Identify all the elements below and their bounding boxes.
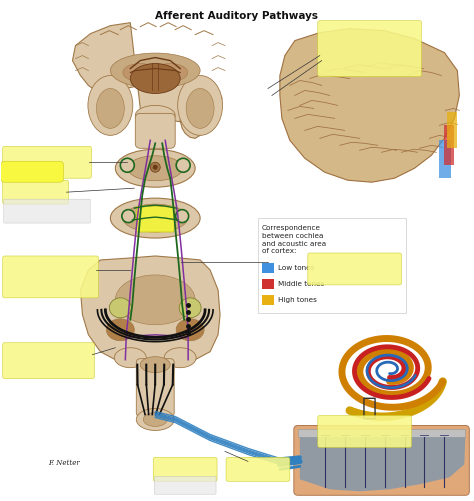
Ellipse shape	[122, 209, 135, 222]
Ellipse shape	[164, 348, 196, 368]
Ellipse shape	[176, 209, 189, 222]
Ellipse shape	[178, 76, 222, 135]
FancyBboxPatch shape	[318, 415, 411, 447]
Ellipse shape	[128, 156, 182, 181]
FancyBboxPatch shape	[135, 113, 175, 148]
Text: F. Netter: F. Netter	[48, 459, 80, 467]
Text: Middle tones: Middle tones	[278, 281, 324, 287]
Ellipse shape	[153, 64, 188, 82]
Bar	[298, 429, 465, 437]
Ellipse shape	[153, 165, 158, 170]
FancyBboxPatch shape	[3, 343, 94, 379]
Ellipse shape	[130, 64, 180, 94]
Text: Afferent Auditory Pathways: Afferent Auditory Pathways	[155, 11, 319, 21]
FancyBboxPatch shape	[318, 21, 421, 77]
Ellipse shape	[135, 105, 175, 125]
FancyBboxPatch shape	[308, 253, 401, 285]
Ellipse shape	[88, 76, 133, 135]
Polygon shape	[280, 29, 459, 182]
Bar	[262, 279, 274, 289]
FancyBboxPatch shape	[137, 359, 174, 416]
FancyBboxPatch shape	[0, 161, 64, 182]
Ellipse shape	[140, 357, 170, 373]
FancyBboxPatch shape	[226, 457, 290, 481]
Ellipse shape	[137, 408, 174, 430]
Ellipse shape	[110, 198, 200, 238]
Ellipse shape	[176, 319, 204, 341]
Ellipse shape	[109, 298, 131, 318]
FancyBboxPatch shape	[294, 425, 469, 495]
Text: Low tones: Low tones	[278, 265, 314, 271]
Polygon shape	[447, 112, 457, 148]
Polygon shape	[300, 437, 465, 491]
Text: Correspondence
between cochlea
and acoustic area
of cortex:: Correspondence between cochlea and acous…	[262, 225, 326, 255]
Ellipse shape	[179, 298, 201, 318]
FancyBboxPatch shape	[153, 457, 217, 481]
Ellipse shape	[106, 319, 134, 341]
Ellipse shape	[123, 204, 188, 232]
Ellipse shape	[110, 53, 200, 88]
Polygon shape	[81, 256, 220, 363]
Text: 𝄢: 𝄢	[362, 395, 377, 419]
FancyBboxPatch shape	[154, 476, 216, 494]
FancyBboxPatch shape	[4, 199, 91, 223]
Polygon shape	[445, 125, 455, 165]
Ellipse shape	[96, 89, 124, 128]
Ellipse shape	[120, 158, 134, 172]
Polygon shape	[73, 23, 222, 138]
Bar	[262, 263, 274, 273]
Bar	[262, 295, 274, 305]
Ellipse shape	[186, 89, 214, 128]
Ellipse shape	[123, 64, 158, 82]
FancyBboxPatch shape	[3, 256, 99, 298]
FancyBboxPatch shape	[3, 180, 69, 204]
FancyBboxPatch shape	[137, 206, 174, 232]
Ellipse shape	[114, 348, 146, 368]
FancyBboxPatch shape	[3, 146, 91, 178]
Ellipse shape	[115, 275, 195, 325]
Bar	[258, 218, 405, 313]
Text: High tones: High tones	[278, 297, 317, 303]
Ellipse shape	[150, 162, 160, 172]
Ellipse shape	[115, 149, 195, 187]
Polygon shape	[439, 140, 451, 178]
Ellipse shape	[143, 412, 167, 426]
Ellipse shape	[176, 158, 190, 172]
